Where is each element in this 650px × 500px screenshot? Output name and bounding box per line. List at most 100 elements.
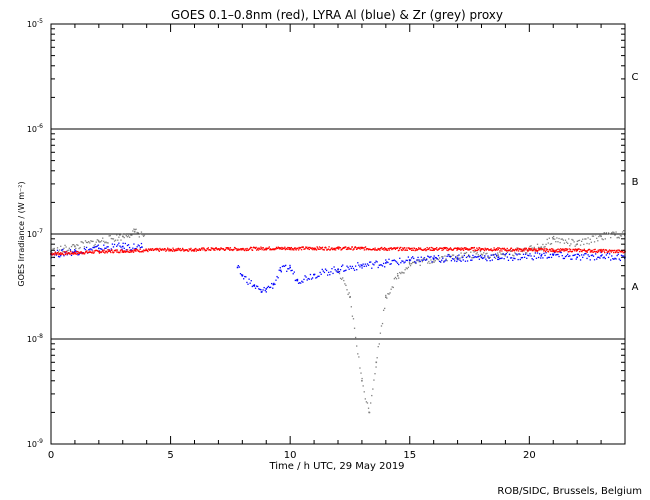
data-point [62, 250, 64, 253]
data-point [584, 238, 586, 240]
data-point [59, 249, 61, 251]
data-point [89, 242, 91, 244]
data-point [104, 247, 106, 249]
data-point [94, 246, 96, 248]
data-point [344, 283, 346, 285]
data-point [436, 258, 439, 260]
data-point [410, 249, 413, 251]
data-point [379, 332, 382, 334]
data-point [390, 247, 392, 249]
data-point [296, 278, 299, 281]
data-point [428, 247, 431, 249]
data-point [544, 254, 546, 257]
data-point [597, 256, 599, 258]
data-point [212, 247, 214, 250]
data-point [80, 251, 83, 253]
data-point [601, 254, 603, 256]
data-point [437, 249, 439, 251]
data-point [250, 280, 252, 282]
data-point [608, 253, 611, 255]
data-point [374, 373, 376, 375]
data-point [241, 274, 244, 277]
data-point [338, 270, 341, 273]
data-point [176, 248, 178, 250]
data-point [368, 411, 370, 414]
data-point [375, 361, 378, 364]
data-point [216, 248, 218, 250]
data-point [483, 257, 485, 259]
data-point [449, 256, 451, 258]
data-point [572, 254, 574, 257]
data-point [126, 250, 128, 253]
data-point [608, 233, 611, 235]
data-point [144, 249, 147, 251]
data-point [111, 238, 114, 240]
data-point [269, 248, 272, 250]
data-point [477, 256, 479, 258]
data-point [527, 254, 529, 256]
data-point [333, 266, 335, 268]
data-point [434, 260, 436, 262]
data-point [74, 249, 76, 251]
data-point [354, 336, 357, 339]
data-point [534, 248, 536, 251]
data-point [139, 246, 142, 249]
data-point [419, 248, 421, 250]
data-point [568, 238, 570, 240]
data-point [133, 249, 135, 251]
data-point [588, 243, 590, 245]
data-point [561, 238, 563, 240]
data-point [600, 235, 602, 238]
data-point [361, 267, 363, 269]
data-point [96, 239, 98, 241]
data-point [527, 249, 529, 251]
data-point [385, 249, 387, 251]
data-point [417, 248, 419, 250]
data-point [594, 253, 597, 255]
data-point [246, 247, 248, 250]
data-point [264, 248, 266, 251]
data-point [547, 256, 549, 259]
data-point [611, 232, 613, 234]
data-point [501, 250, 503, 252]
data-point [506, 247, 508, 250]
data-point [53, 247, 55, 250]
series-dots [50, 242, 626, 293]
data-point [278, 248, 281, 250]
data-point [348, 268, 350, 270]
data-point [537, 248, 540, 250]
data-point [297, 282, 300, 284]
data-point [499, 257, 501, 260]
data-point [534, 250, 537, 252]
data-point [61, 249, 63, 251]
data-point [410, 257, 413, 259]
data-point [613, 231, 615, 234]
data-point [423, 257, 426, 259]
data-point [138, 250, 140, 252]
data-point [99, 241, 102, 243]
data-point [107, 246, 109, 248]
data-point [260, 246, 262, 248]
data-point [552, 254, 555, 256]
data-point [165, 250, 167, 252]
data-point [432, 248, 435, 250]
data-point [525, 252, 527, 254]
data-point [537, 246, 540, 249]
data-point [565, 255, 568, 257]
data-point [591, 249, 593, 252]
data-point [367, 248, 369, 250]
data-point [467, 255, 470, 257]
data-point [528, 255, 530, 257]
data-point [172, 248, 175, 251]
data-point [299, 247, 301, 250]
data-point [337, 270, 339, 273]
data-point [461, 249, 463, 251]
data-point [598, 250, 600, 253]
data-point [443, 247, 445, 249]
data-point [517, 253, 519, 255]
data-point [326, 274, 329, 276]
data-point [111, 243, 114, 245]
data-point [474, 255, 476, 258]
data-point [433, 255, 435, 257]
data-point [500, 253, 502, 255]
